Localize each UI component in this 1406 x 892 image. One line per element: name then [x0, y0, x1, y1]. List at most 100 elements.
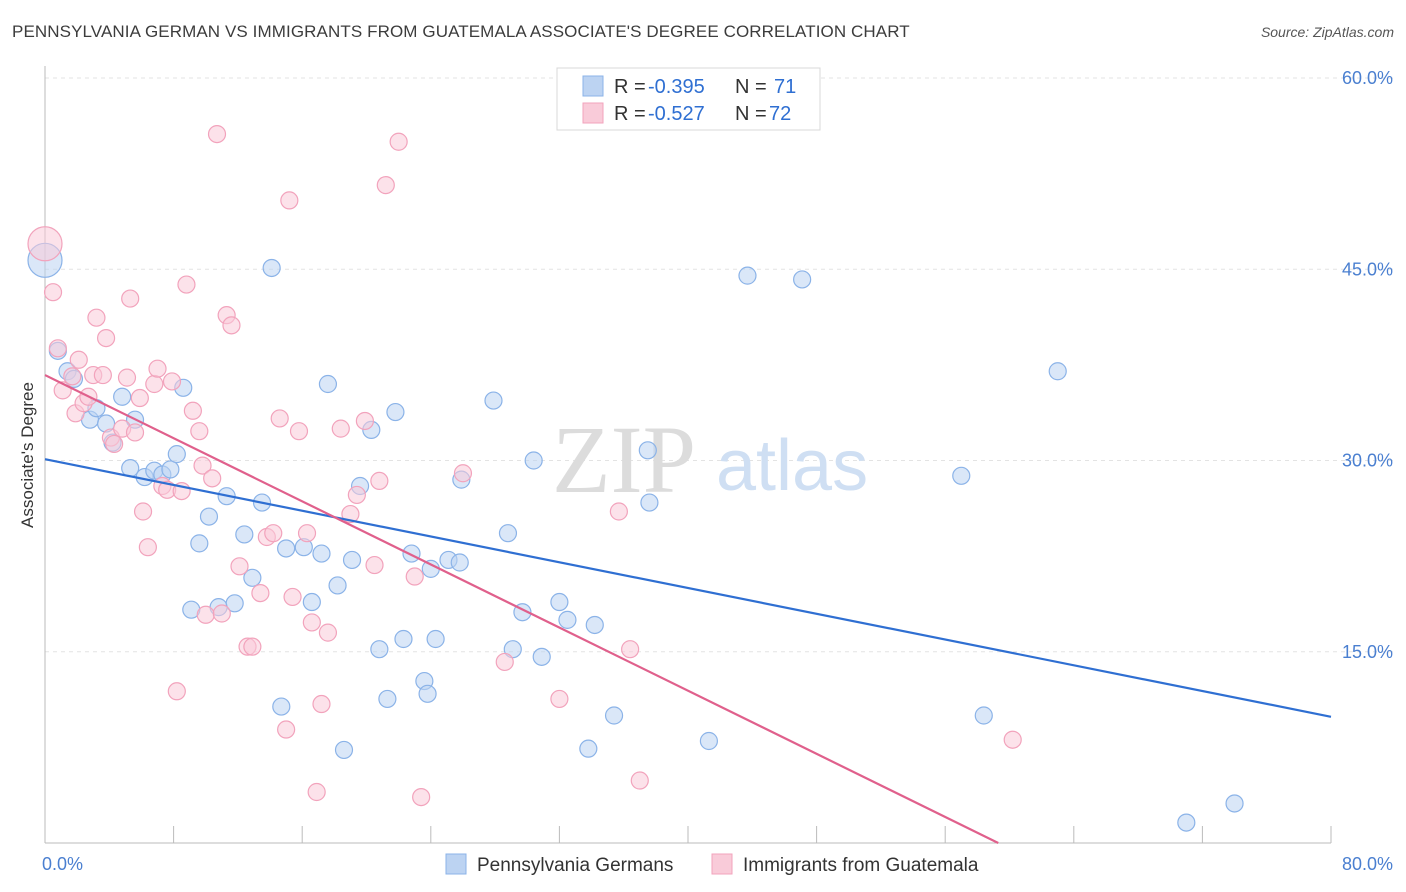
point-pennsylvania-germans [225, 594, 244, 613]
point-pennsylvania-germans [334, 740, 354, 760]
point-immigrants-guatemala [63, 367, 82, 386]
point-immigrants-guatemala [177, 275, 196, 294]
point-immigrants-guatemala [453, 464, 473, 483]
point-pennsylvania-germans [638, 441, 657, 460]
x-tick-label-max: 80.0% [1342, 854, 1393, 874]
y-tick-label: 15.0% [1342, 642, 1393, 662]
watermark-zip: ZIP [552, 406, 696, 513]
point-pennsylvania-germans [952, 466, 971, 485]
point-immigrants-guatemala [289, 422, 309, 441]
stats-n-label-blue: N = [735, 76, 767, 98]
point-immigrants-guatemala [370, 471, 389, 490]
x-tick-label-min: 0.0% [42, 854, 83, 874]
point-pennsylvania-germans [421, 559, 440, 578]
point-pennsylvania-germans [450, 553, 469, 572]
legend-swatch-pennsylvania-germans [445, 853, 467, 875]
y-tick-labels: 15.0% 30.0% 45.0% 60.0% [1342, 68, 1393, 662]
y-tick-label: 45.0% [1342, 259, 1393, 279]
y-tick-label: 30.0% [1342, 451, 1393, 471]
point-immigrants-guatemala [376, 176, 395, 195]
point-immigrants-guatemala [243, 637, 262, 656]
point-immigrants-guatemala [318, 623, 338, 642]
stats-swatch-pink [582, 102, 604, 124]
point-pennsylvania-germans [394, 629, 413, 649]
point-immigrants-guatemala [609, 502, 628, 521]
watermark: ZIP atlas [552, 406, 868, 513]
chart-source: Source: ZipAtlas.com [1260, 24, 1394, 40]
point-immigrants-guatemala [331, 419, 350, 438]
point-pennsylvania-germans [699, 731, 718, 751]
point-pennsylvania-germans [190, 534, 209, 553]
point-pennsylvania-germans [1225, 794, 1244, 813]
point-immigrants-guatemala [347, 485, 366, 505]
point-pennsylvania-germans [532, 647, 551, 666]
point-immigrants-guatemala [148, 359, 167, 378]
point-immigrants-guatemala [96, 329, 116, 348]
point-pennsylvania-germans [272, 697, 291, 716]
point-immigrants-guatemala [251, 583, 270, 603]
point-immigrants-guatemala [133, 502, 153, 521]
point-pennsylvania-germans [793, 270, 812, 289]
point-immigrants-guatemala [222, 316, 241, 335]
stats-box: R = -0.395 N = 71 R = -0.527 N = 72 [556, 67, 821, 131]
point-pennsylvania-germans [312, 544, 331, 563]
point-immigrants-guatemala [48, 339, 67, 358]
stats-n-value-blue: 71 [774, 76, 796, 98]
point-immigrants-guatemala [87, 308, 106, 327]
y-tick-label: 60.0% [1342, 68, 1393, 88]
legend: Pennsylvania Germans Immigrants from Gua… [445, 853, 979, 876]
point-immigrants-guatemala [341, 504, 360, 524]
point-pennsylvania-germans [524, 451, 543, 470]
point-immigrants-guatemala [365, 555, 384, 575]
point-immigrants-guatemala [355, 411, 374, 431]
point-immigrants-guatemala [193, 456, 212, 475]
point-pennsylvania-germans [402, 544, 421, 563]
point-pennsylvania-germans [484, 391, 503, 410]
point-pennsylvania-germans [640, 493, 659, 512]
point-immigrants-guatemala [621, 640, 640, 659]
point-immigrants-guatemala [105, 434, 124, 454]
point-pennsylvania-germans [235, 525, 254, 544]
point-immigrants-guatemala [196, 605, 215, 624]
watermark-atlas: atlas [716, 426, 868, 506]
point-immigrants-guatemala [630, 771, 649, 790]
point-immigrants-guatemala [280, 191, 299, 210]
point-pennsylvania-germans [318, 374, 338, 394]
point-immigrants-guatemala [1003, 730, 1022, 749]
stats-r-label-blue: R = [614, 76, 646, 98]
point-pennsylvania-germans [1177, 813, 1196, 832]
point-immigrants-guatemala [307, 782, 326, 802]
legend-swatch-immigrants-guatemala [711, 853, 733, 875]
stats-r-value-pink: -0.527 [648, 103, 705, 125]
stats-n-value-pink: 72 [769, 103, 791, 125]
point-immigrants-guatemala [230, 557, 249, 576]
point-pennsylvania-germans [161, 460, 180, 479]
point-immigrants-guatemala [207, 125, 227, 144]
point-immigrants-guatemala [162, 372, 182, 391]
point-immigrants-guatemala [550, 689, 569, 709]
point-immigrants-guatemala [121, 289, 140, 308]
legend-label-immigrants-guatemala: Immigrants from Guatemala [743, 855, 979, 876]
point-pennsylvania-germans [550, 592, 569, 612]
stats-r-value-blue: -0.395 [648, 76, 705, 98]
axes [44, 66, 1332, 844]
point-immigrants-guatemala [302, 613, 321, 632]
point-immigrants-guatemala [297, 524, 317, 543]
point-immigrants-guatemala [27, 226, 63, 262]
point-immigrants-guatemala [145, 374, 164, 394]
point-pennsylvania-germans [426, 629, 445, 649]
point-immigrants-guatemala [138, 538, 157, 557]
point-pennsylvania-germans [1048, 362, 1067, 381]
point-pennsylvania-germans [243, 568, 262, 587]
point-immigrants-guatemala [389, 132, 408, 151]
point-immigrants-guatemala [183, 401, 202, 420]
point-immigrants-guatemala [203, 469, 222, 488]
stats-swatch-blue [582, 75, 604, 97]
point-pennsylvania-germans [974, 706, 993, 725]
point-immigrants-guatemala [93, 365, 112, 385]
point-pennsylvania-germans [585, 615, 604, 635]
point-immigrants-guatemala [69, 350, 88, 369]
point-pennsylvania-germans [579, 739, 598, 758]
point-immigrants-guatemala [125, 423, 145, 442]
